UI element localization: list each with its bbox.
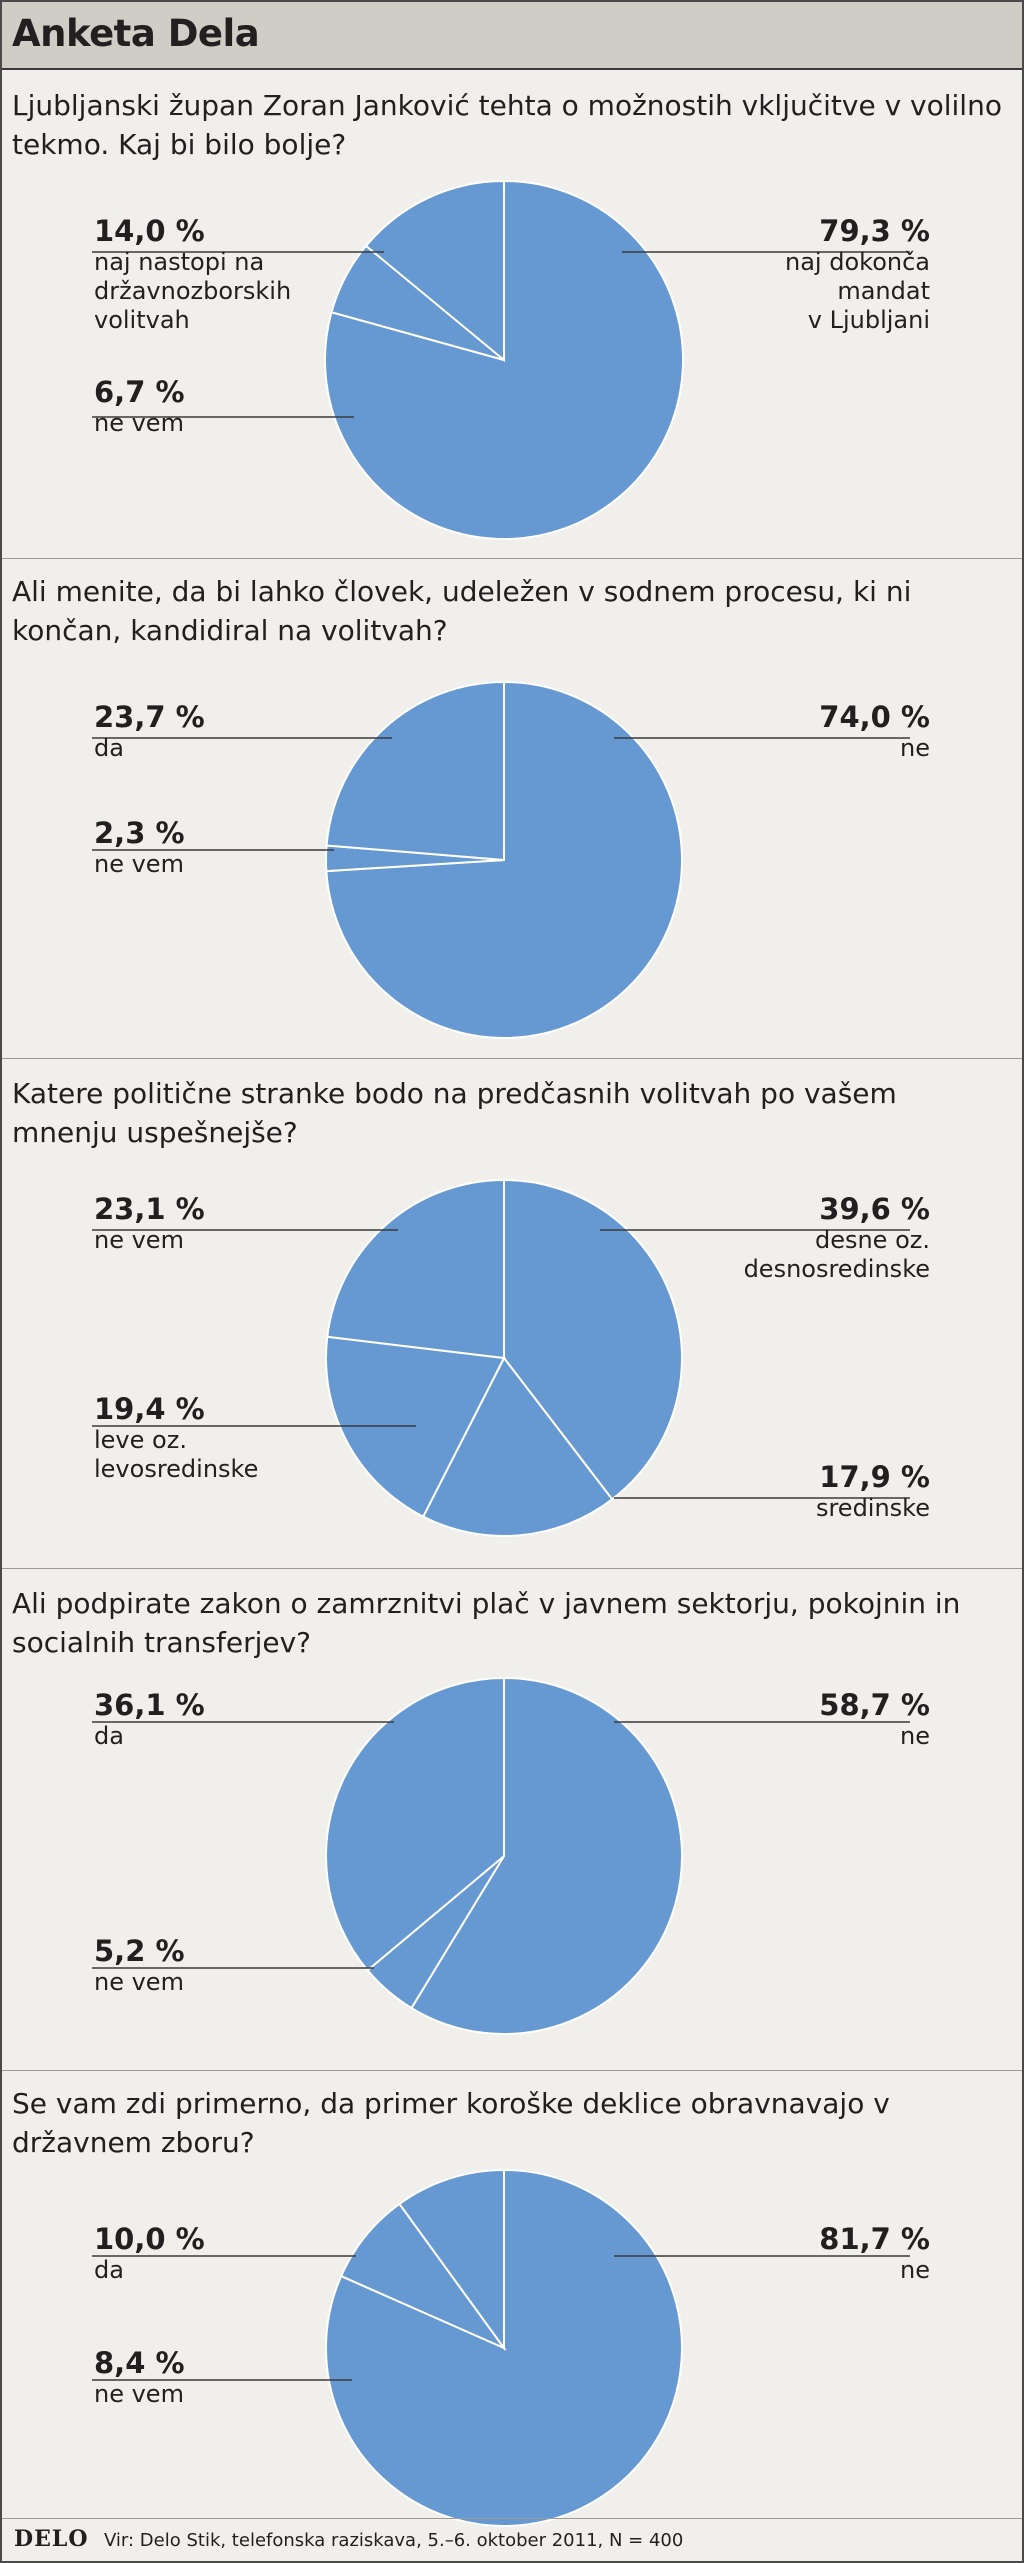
slice-category-label: da (94, 2256, 124, 2284)
slice-percent-label: 14,0 % (94, 214, 205, 248)
question-text: Katere politične stranke bodo na predčas… (12, 1077, 897, 1149)
pie-slice (325, 680, 505, 862)
slice-category-label: ne (900, 734, 930, 762)
section-divider (2, 1058, 1022, 1059)
slice-category-label: ne vem (94, 1968, 184, 1996)
question-text: Se vam zdi primerno, da primer koroške d… (12, 2087, 890, 2159)
slice-category-label: naj nastopi na državnozborskih volitvah (94, 248, 292, 334)
slice-percent-label: 36,1 % (94, 1688, 205, 1722)
slice-category-label: ne vem (94, 409, 184, 437)
section-divider (2, 2518, 1022, 2519)
pie-slice (364, 179, 505, 363)
slice-category-label: leve oz. levosredinske (94, 1426, 259, 1483)
slice-category-label: ne (900, 1722, 930, 1750)
pie-slice (410, 1676, 683, 2035)
slice-percent-label: 2,3 % (94, 816, 185, 850)
slice-percent-label: 10,0 % (94, 2222, 205, 2256)
question-text: Ljubljanski župan Zoran Janković tehta o… (12, 89, 1002, 161)
slice-percent-label: 58,7 % (819, 1688, 930, 1722)
section-divider (2, 1568, 1022, 1569)
poll-section-5: Se vam zdi primerno, da primer koroške d… (2, 2084, 1022, 2527)
slice-percent-label: 39,6 % (819, 1192, 930, 1226)
slice-percent-label: 17,9 % (819, 1460, 930, 1494)
pie-chart (92, 680, 910, 1039)
pie-slice (339, 2202, 507, 2351)
slice-percent-label: 8,4 % (94, 2346, 185, 2380)
header-bar: Anketa Dela (2, 2, 1022, 70)
section-divider (2, 2070, 1022, 2071)
pie-slice (326, 1178, 505, 1360)
pie-chart (92, 179, 910, 540)
question-text: Ali menite, da bi lahko človek, udeležen… (12, 575, 912, 647)
slice-category-label: da (94, 1722, 124, 1750)
section-divider (2, 558, 1022, 559)
source-note: Vir: Delo Stik, telefonska raziskava, 5.… (104, 2530, 684, 2551)
slice-category-label: sredinske (815, 1494, 930, 1522)
pie-chart (92, 2168, 910, 2527)
poll-section-3: Katere politične stranke bodo na predčas… (2, 1074, 1022, 1564)
slice-percent-label: 19,4 % (94, 1392, 205, 1426)
slice-category-label: ne vem (94, 2380, 184, 2408)
slice-percent-label: 23,1 % (94, 1192, 205, 1226)
slice-category-label: da (94, 734, 124, 762)
page-title: Anketa Dela (12, 12, 260, 55)
slice-percent-label: 23,7 % (94, 700, 205, 734)
slice-category-label: ne vem (94, 1226, 184, 1254)
pie-slice (503, 1178, 683, 1501)
poll-section-4: Ali podpirate zakon o zamrznitvi plač v … (2, 1584, 1022, 2066)
question-text: Ali podpirate zakon o zamrznitvi plač v … (12, 1587, 961, 1659)
slice-percent-label: 5,2 % (94, 1934, 185, 1968)
poll-section-1: Ljubljanski župan Zoran Janković tehta o… (2, 86, 1022, 548)
pie-slice (421, 1356, 614, 1537)
pie-slice (325, 1676, 505, 1972)
pie-chart (92, 1676, 910, 2035)
slice-percent-label: 6,7 % (94, 375, 185, 409)
slice-percent-label: 74,0 % (819, 700, 930, 734)
slice-category-label: ne vem (94, 850, 184, 878)
slice-category-label: ne (900, 2256, 930, 2284)
pie-slice (398, 2168, 505, 2352)
slice-percent-label: 81,7 % (819, 2222, 930, 2256)
slice-percent-label: 79,3 % (819, 214, 930, 248)
footer: DELO Vir: Delo Stik, telefonska raziskav… (2, 2522, 1022, 2559)
delo-logo: DELO (14, 2526, 89, 2552)
slice-category-label: desne oz. desnosredinske (743, 1226, 930, 1283)
poll-section-2: Ali menite, da bi lahko človek, udeležen… (2, 572, 1022, 1046)
slice-category-label: naj dokonča mandat v Ljubljani (785, 248, 930, 334)
pie-chart (92, 1178, 910, 1537)
